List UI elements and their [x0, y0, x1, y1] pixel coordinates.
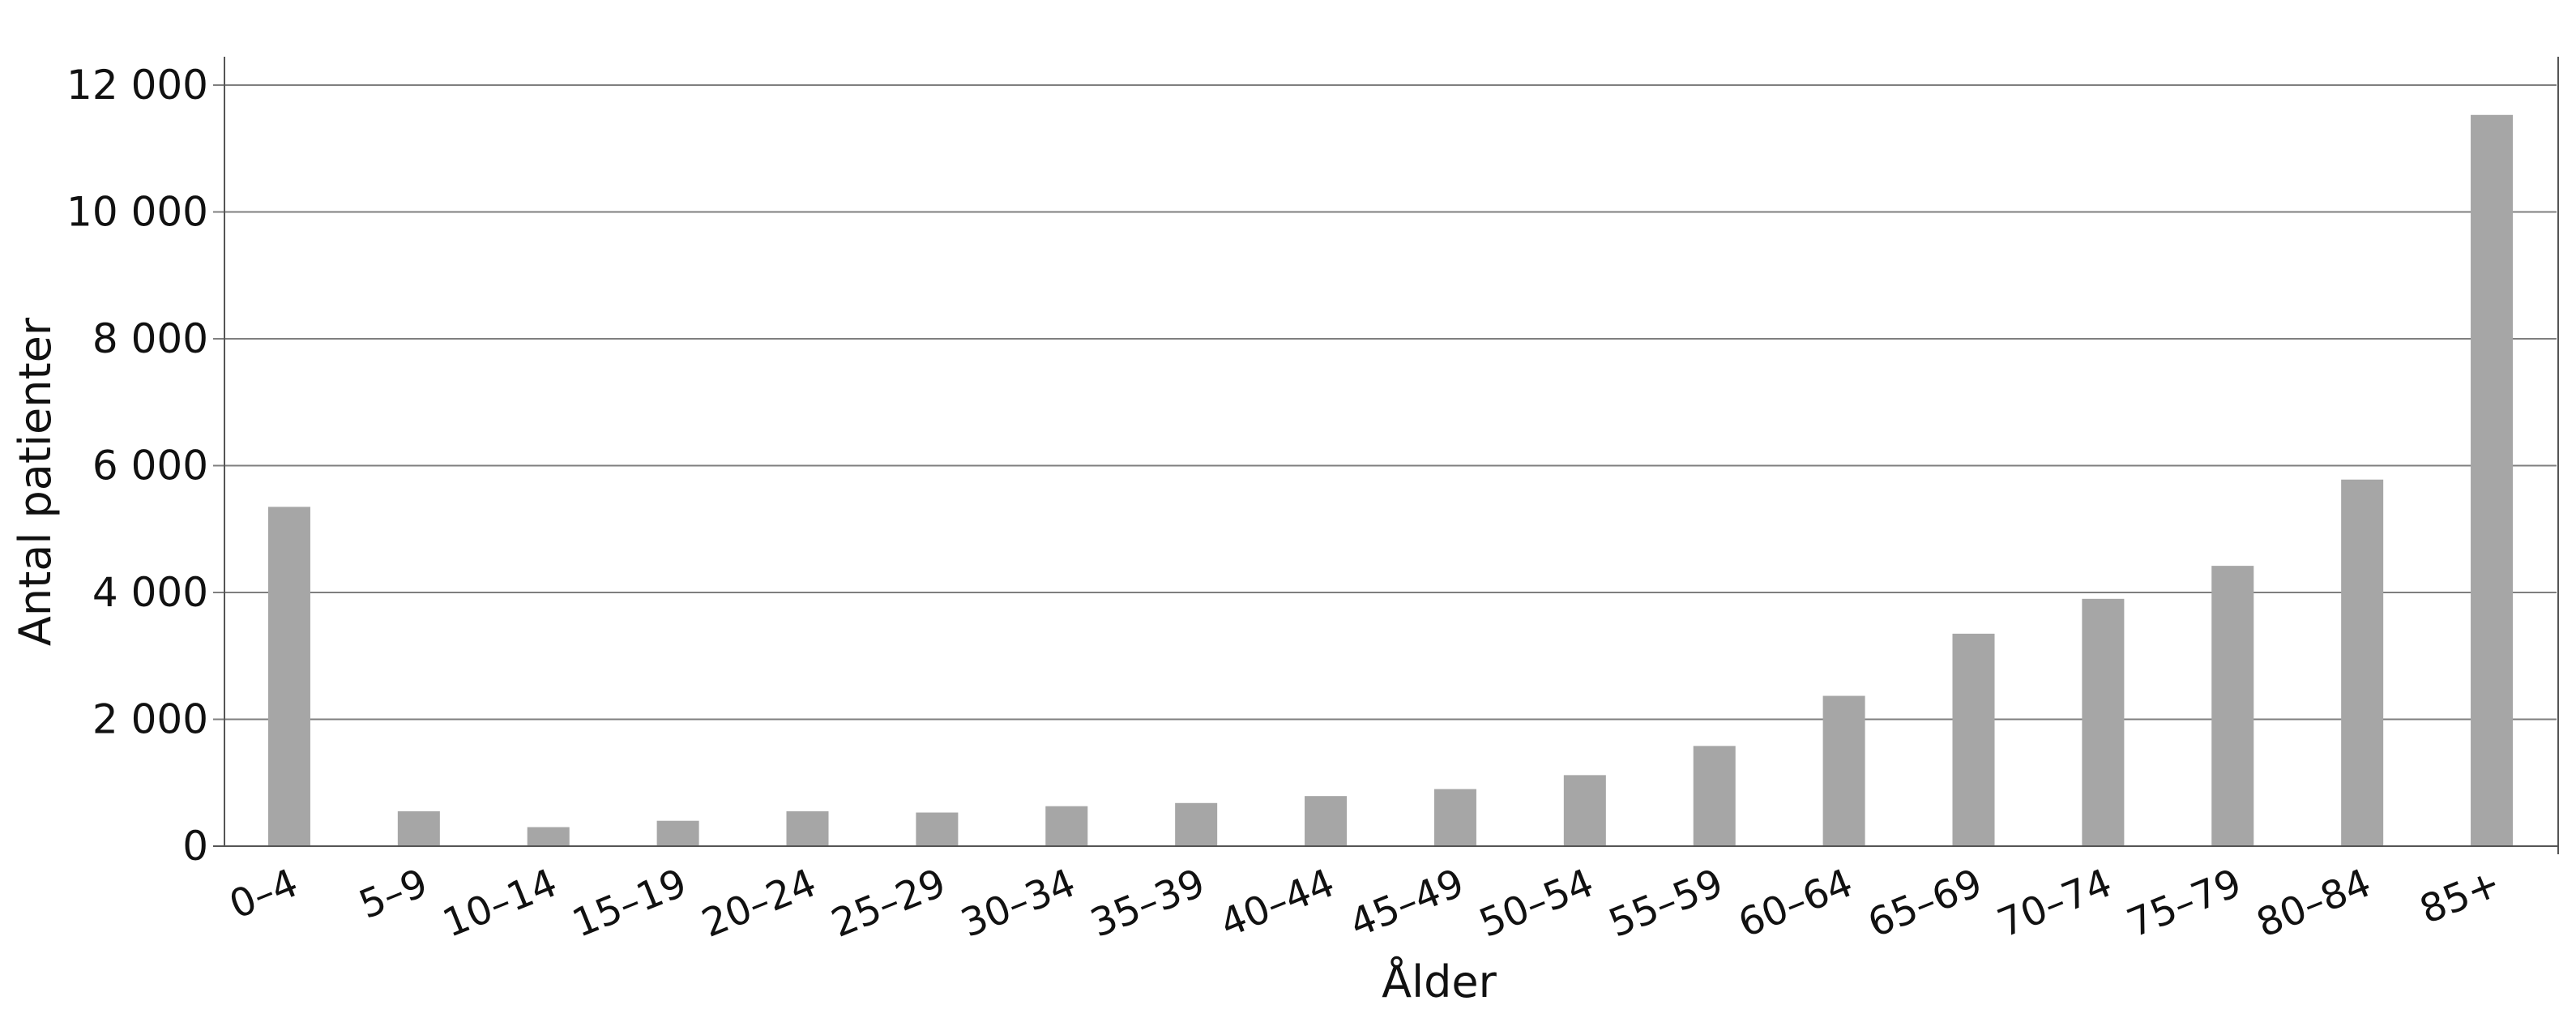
axes: [213, 57, 2559, 854]
bar: [2341, 479, 2384, 846]
x-tick-label: 65–69: [1862, 860, 1989, 947]
bar: [1822, 695, 1865, 846]
x-tick-label: 45–49: [1344, 860, 1470, 947]
x-tick-label: 10–14: [437, 860, 563, 947]
x-tick-label: 70–74: [1991, 860, 2117, 947]
x-tick-label: 20–24: [696, 860, 822, 947]
x-tick-label: 55–59: [1603, 860, 1729, 947]
x-tick-labels: 0–4 5–9 10–14 15–19 20–24 25–29 30–34 35–39 40–4…: [224, 860, 2507, 947]
bar: [267, 507, 310, 846]
gridlines: [213, 84, 2557, 721]
bar: [1952, 633, 1995, 846]
y-tick-label: 4 000: [92, 569, 208, 616]
x-tick-label: 60–64: [1732, 860, 1859, 947]
x-tick-label: 75–79: [2121, 860, 2247, 947]
bar: [2082, 598, 2125, 846]
x-tick-label: 15–19: [566, 860, 693, 947]
bar: [786, 810, 829, 846]
x-tick-label: 30–34: [955, 860, 1081, 947]
bar: [1045, 806, 1088, 846]
y-axis-title: Antal patienter: [10, 317, 61, 646]
x-tick-label: 50–54: [1473, 860, 1600, 947]
x-tick-label: 0–4: [224, 860, 305, 928]
bar: [916, 812, 959, 846]
x-tick-label: 85+: [2414, 860, 2507, 933]
bar: [527, 827, 570, 846]
y-tick-label: 0: [182, 823, 208, 870]
bar: [1693, 746, 1736, 846]
x-tick-label: 35–39: [1084, 860, 1211, 947]
bar: [1433, 789, 1476, 846]
bar: [2211, 566, 2254, 846]
y-tick-label: 8 000: [92, 315, 208, 362]
y-tick-label: 6 000: [92, 443, 208, 490]
y-tick-label: 10 000: [66, 189, 208, 236]
bar: [656, 820, 699, 846]
bar: [1305, 796, 1348, 846]
bars: [267, 114, 2514, 847]
y-tick-label: 2 000: [92, 696, 208, 743]
x-tick-label: 40–44: [1214, 860, 1340, 947]
y-tick-labels: 0 2 000 4 000 6 000 8 000 10 000 12 000: [66, 62, 208, 870]
x-tick-label: 5–9: [352, 860, 434, 928]
bar: [2471, 114, 2514, 847]
bar: [1563, 775, 1606, 846]
x-tick-label: 80–84: [2250, 860, 2377, 947]
bar: [1175, 802, 1218, 846]
x-tick-label: 25–29: [825, 860, 951, 947]
x-axis-title: Ålder: [1382, 956, 1497, 1007]
y-tick-label: 12 000: [66, 62, 208, 109]
bar: [397, 810, 440, 846]
